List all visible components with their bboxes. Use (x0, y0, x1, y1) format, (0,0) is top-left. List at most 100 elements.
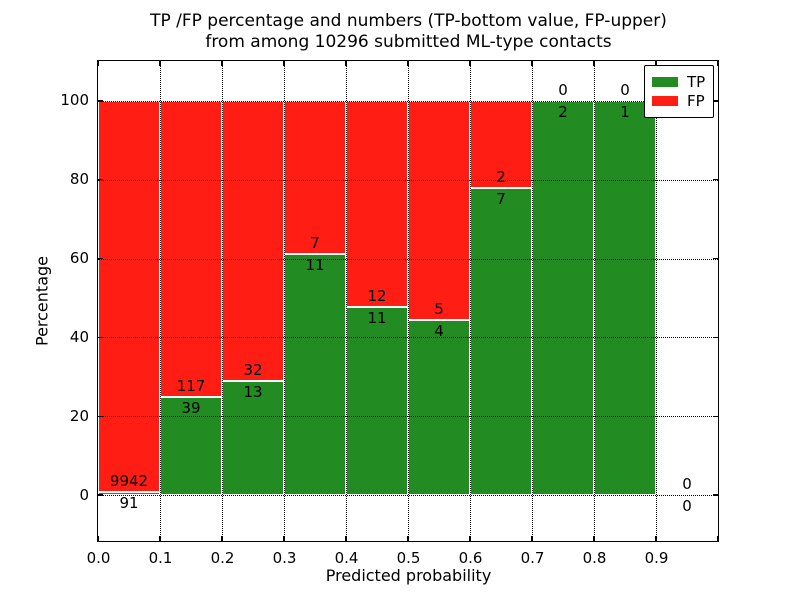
x-axis-tick (531, 61, 533, 66)
x-axis-tick (407, 536, 409, 541)
bar-fp-count-label: 117 (176, 376, 206, 395)
bar-fp-segment (284, 100, 346, 255)
bar-tp-segment (532, 100, 594, 496)
y-tick-label: 80 (69, 170, 89, 189)
x-tick-label: 0.5 (396, 549, 421, 567)
bar-fp-count-label: 12 (367, 286, 387, 305)
x-tick-label: 0.0 (86, 549, 111, 567)
x-tick-label: 0.8 (582, 549, 607, 567)
y-axis-tick (713, 336, 718, 339)
x-axis-tick (469, 61, 471, 66)
legend-fp-swatch-icon (652, 96, 678, 106)
plot-area: 9942 91 117 39 32 13 7 11 12 11 5 4 2 7 0 2 0 1 0 0 TP FP (97, 60, 719, 542)
x-axis-tick (221, 61, 223, 66)
y-axis-tick (713, 178, 718, 181)
y-tick-label: 20 (69, 406, 89, 425)
y-axis-tick (98, 336, 103, 339)
x-axis-tick (717, 536, 719, 541)
x-axis-tick (593, 536, 595, 541)
bar-tp-count-label: 13 (243, 383, 263, 402)
bar-tp-segment (284, 254, 346, 496)
x-axis-tick (717, 61, 719, 66)
bar-fp-count-label: 32 (243, 361, 263, 380)
bar-fp-count-label: 2 (496, 168, 506, 187)
y-tick-label: 40 (69, 327, 89, 346)
x-axis-tick (345, 61, 347, 66)
bar-tp-segment (98, 491, 160, 496)
bar-fp-segment (408, 100, 470, 320)
x-axis-tick (531, 536, 533, 541)
x-axis-label: Predicted probability (325, 566, 492, 585)
bar-fp-segment (160, 100, 222, 397)
x-tick-label: 0.1 (148, 549, 173, 567)
bar-fp-count-label: 0 (682, 475, 692, 494)
x-axis-tick (655, 61, 657, 66)
legend-item-fp: FP (652, 93, 705, 109)
bar-tp-segment (160, 396, 222, 496)
x-axis-tick (283, 61, 285, 66)
y-axis-tick (713, 415, 718, 418)
y-tick-label: 60 (69, 249, 89, 268)
x-axis-tick (593, 61, 595, 66)
y-axis-tick (713, 494, 718, 496)
y-axis-tick (98, 178, 103, 181)
bar-tp-segment (470, 188, 532, 496)
x-axis-tick (97, 61, 99, 66)
gridline-v (284, 61, 285, 541)
bar-fp-count-label: 7 (310, 234, 320, 253)
bar-fp-count-label: 0 (558, 80, 568, 99)
bar-tp-count-label: 39 (181, 398, 201, 417)
x-axis-tick (97, 536, 99, 541)
y-axis-tick (98, 494, 103, 496)
chart-title-line2: from among 10296 submitted ML-type conta… (205, 32, 612, 52)
gridline-v (408, 61, 409, 541)
x-axis-tick (469, 536, 471, 541)
x-tick-label: 0.7 (520, 549, 545, 567)
x-axis-tick (345, 536, 347, 541)
x-tick-label: 0.9 (644, 549, 669, 567)
x-tick-label: 0.6 (458, 549, 483, 567)
gridline-v (160, 61, 161, 541)
bar-tp-count-label: 0 (682, 497, 692, 516)
bar-fp-count-label: 0 (620, 80, 630, 99)
legend-item-label: TP (687, 73, 706, 91)
x-axis-tick (159, 536, 161, 541)
bar-fp-segment (346, 100, 408, 307)
legend-item-tp: TP (652, 74, 705, 90)
bar-fp-segment (222, 100, 284, 382)
gridline-v (222, 61, 223, 541)
y-axis-tick (713, 100, 718, 102)
x-axis-tick (221, 536, 223, 541)
x-tick-label: 0.3 (272, 549, 297, 567)
y-tick-label: 0 (79, 485, 89, 504)
bar-tp-count-label: 7 (496, 190, 506, 209)
x-axis-tick (159, 61, 161, 66)
bar-tp-count-label: 4 (434, 321, 444, 340)
bar-tp-count-label: 11 (305, 256, 325, 275)
x-axis-tick (655, 536, 657, 541)
legend-tp-swatch-icon (652, 77, 678, 87)
bar-tp-count-label: 11 (367, 308, 387, 327)
x-axis-tick (283, 536, 285, 541)
gridline-v (346, 61, 347, 541)
x-tick-label: 0.2 (210, 549, 235, 567)
y-axis-tick (98, 100, 103, 102)
gridline-v (470, 61, 471, 541)
legend: TP FP (644, 65, 715, 118)
bar-fp-count-label: 5 (434, 299, 444, 318)
gridline-v (594, 61, 595, 541)
bar-tp-segment (346, 306, 408, 496)
gridline-v (532, 61, 533, 541)
bar-tp-segment (408, 319, 470, 496)
bar-fp-count-label: 9942 (109, 471, 149, 490)
x-tick-label: 0.4 (334, 549, 359, 567)
y-axis-tick (98, 257, 103, 260)
bar-tp-count-label: 1 (620, 102, 630, 121)
x-axis-tick (407, 61, 409, 66)
bar-tp-segment (594, 100, 656, 496)
chart-title-line1: TP /FP percentage and numbers (TP-bottom… (150, 11, 667, 31)
bar-tp-count-label: 91 (119, 493, 139, 512)
y-axis-tick (98, 415, 103, 418)
y-axis-tick (713, 257, 718, 260)
